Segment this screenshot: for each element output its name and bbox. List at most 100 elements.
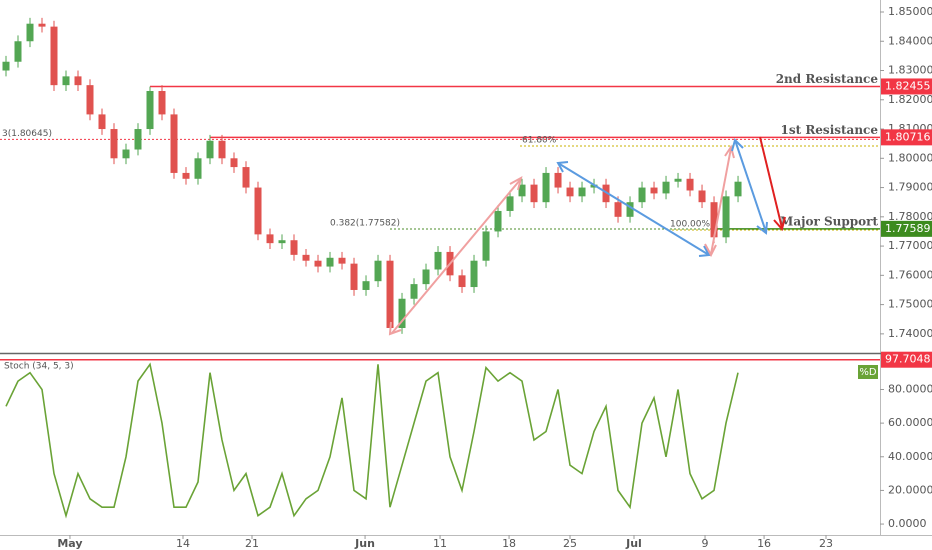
candle-body bbox=[230, 158, 238, 168]
arrow-head bbox=[773, 216, 786, 232]
candle-body bbox=[194, 158, 202, 179]
level-label: 61.80% bbox=[522, 136, 557, 146]
candle-body bbox=[338, 257, 346, 264]
candle-body bbox=[182, 172, 190, 179]
arrow-head bbox=[704, 243, 717, 258]
x-tick-label: 18 bbox=[502, 537, 516, 550]
x-tick-label: Jul bbox=[625, 537, 642, 550]
candle-body bbox=[362, 281, 370, 290]
arrow-head bbox=[388, 321, 402, 336]
y-tick-label: 0.0000 bbox=[888, 517, 927, 530]
candle-body bbox=[278, 240, 286, 244]
candle-body bbox=[470, 260, 478, 288]
y-tick-label: 40.0000 bbox=[888, 450, 932, 463]
candle-body bbox=[722, 196, 730, 238]
price-label: 1.82455 bbox=[885, 79, 931, 92]
stoch-line bbox=[5, 362, 739, 519]
trend-arrow bbox=[557, 162, 710, 256]
y-tick-label: 20.0000 bbox=[888, 483, 932, 496]
candle-body bbox=[98, 114, 106, 130]
candle-body bbox=[734, 181, 742, 197]
x-tick-label: 23 bbox=[819, 537, 833, 550]
y-tick-label: 1.77000 bbox=[888, 239, 932, 252]
candle-body bbox=[638, 187, 646, 203]
y-tick-label: 1.74000 bbox=[888, 327, 932, 340]
candle-body bbox=[614, 202, 622, 217]
candle-body bbox=[530, 184, 538, 203]
candle-body bbox=[170, 114, 178, 173]
candle-body bbox=[566, 187, 574, 197]
candle-body bbox=[650, 187, 658, 194]
level-name: Major Support bbox=[780, 214, 878, 228]
candle-body bbox=[626, 202, 634, 217]
candle-body bbox=[494, 210, 502, 232]
y-tick-label: 60.0000 bbox=[888, 416, 932, 429]
price-label-box bbox=[881, 220, 932, 237]
candle-body bbox=[266, 234, 274, 244]
y-tick-label: 1.79000 bbox=[888, 181, 932, 194]
candle-body bbox=[698, 190, 706, 203]
level-name: 2nd Resistance bbox=[776, 72, 879, 86]
level-label: 3(1.80645) bbox=[2, 129, 52, 139]
candle-body bbox=[458, 275, 466, 288]
x-tick-label: 14 bbox=[176, 537, 190, 550]
candle-body bbox=[386, 260, 394, 329]
candle-body bbox=[314, 260, 322, 267]
price-label-box bbox=[881, 129, 932, 146]
candle-body bbox=[254, 187, 262, 235]
price-label-box bbox=[881, 78, 932, 95]
price-label-box bbox=[881, 351, 932, 368]
candle-body bbox=[50, 26, 58, 86]
candle-body bbox=[158, 90, 166, 115]
trend-arrow bbox=[710, 147, 732, 255]
candle-body bbox=[2, 61, 10, 71]
x-tick-label: 21 bbox=[245, 537, 259, 550]
trend-arrow bbox=[391, 179, 521, 334]
price-label: 1.77589 bbox=[885, 222, 931, 235]
candle-body bbox=[26, 23, 34, 42]
candle-body bbox=[122, 149, 130, 159]
y-tick-label: 1.85000 bbox=[888, 5, 932, 18]
candle-body bbox=[146, 90, 154, 130]
arrow-head bbox=[698, 245, 711, 257]
candle-body bbox=[506, 196, 514, 211]
candle-body bbox=[242, 167, 250, 188]
candle-body bbox=[302, 254, 310, 261]
level-label: 100.00% bbox=[670, 219, 710, 229]
x-tick-label: 11 bbox=[433, 537, 447, 550]
candle-body bbox=[554, 172, 562, 188]
candle-body bbox=[410, 284, 418, 299]
candle-body bbox=[14, 41, 22, 62]
x-tick-label: 16 bbox=[757, 537, 771, 550]
candle-body bbox=[518, 184, 526, 197]
level-name: 1st Resistance bbox=[781, 123, 879, 137]
legend-label: %D bbox=[859, 367, 877, 378]
candle-body bbox=[74, 76, 82, 86]
arrow-head bbox=[756, 221, 768, 235]
x-tick-label: 9 bbox=[702, 537, 709, 550]
y-tick-label: 1.80000 bbox=[888, 151, 932, 164]
arrow-head bbox=[724, 144, 735, 159]
candle-body bbox=[134, 129, 142, 150]
candle-body bbox=[326, 257, 334, 267]
candle-body bbox=[290, 240, 298, 255]
candle-body bbox=[710, 202, 718, 238]
candle-body bbox=[206, 140, 214, 159]
x-tick-label: May bbox=[57, 537, 82, 550]
candle-body bbox=[398, 298, 406, 329]
candle-body bbox=[110, 129, 118, 159]
trend-arrow bbox=[734, 139, 767, 233]
indicator-title: Stoch (34, 5, 3) bbox=[4, 362, 74, 372]
candle-body bbox=[542, 172, 550, 203]
candle-body bbox=[662, 181, 670, 194]
level-label: 0.382(1.77582) bbox=[330, 219, 400, 229]
y-tick-label: 1.76000 bbox=[888, 268, 932, 281]
candle-body bbox=[218, 140, 226, 159]
candle-body bbox=[422, 269, 430, 285]
legend-box bbox=[858, 365, 878, 379]
candle-body bbox=[86, 85, 94, 115]
x-tick-label: 25 bbox=[563, 537, 577, 550]
